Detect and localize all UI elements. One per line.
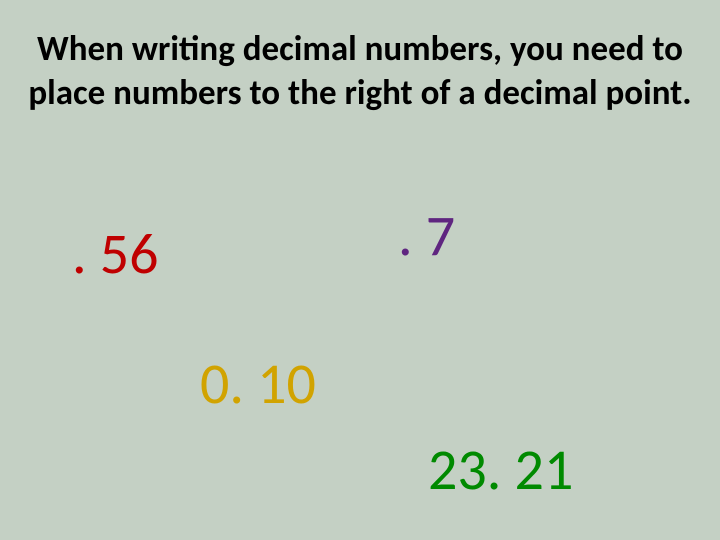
example-3: 0. 10 bbox=[200, 348, 316, 419]
example-1: . 56 bbox=[72, 218, 159, 289]
example-4: 23. 21 bbox=[428, 434, 573, 505]
slide-heading: When writing decimal numbers, you need t… bbox=[0, 28, 720, 116]
example-2: . 7 bbox=[398, 200, 455, 271]
